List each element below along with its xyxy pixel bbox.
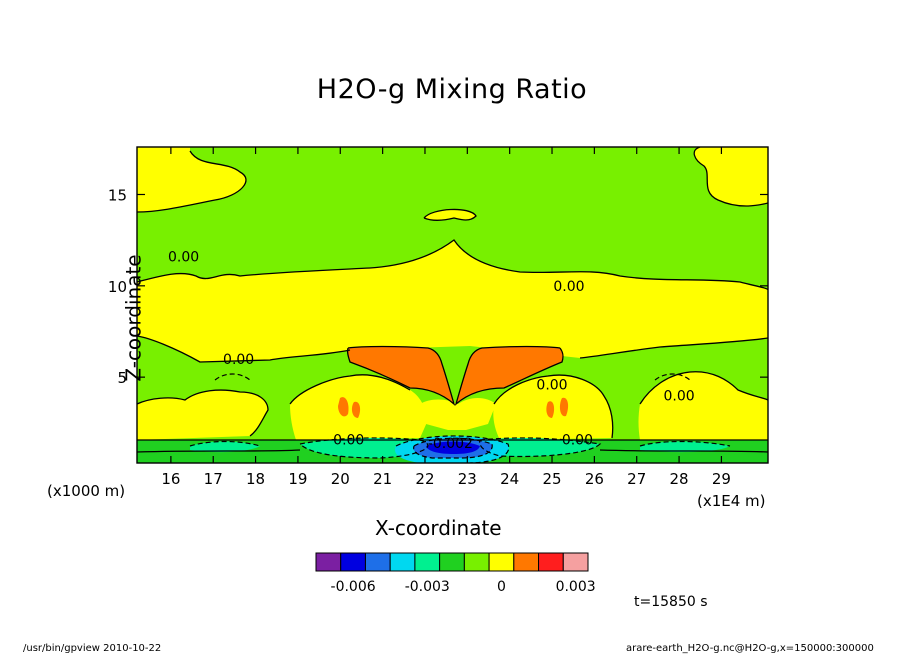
colorbar: -0.006 -0.003 0 0.003 xyxy=(315,552,596,595)
contour-solid-2 xyxy=(693,147,768,207)
contour-label-3: 0.00 xyxy=(223,352,254,368)
x-tick-label-26: 26 xyxy=(585,470,604,488)
colorbar-label-4: 0.003 xyxy=(556,579,596,595)
region-orange-blob-1 xyxy=(338,397,349,417)
colorbar-label-2: -0.003 xyxy=(405,579,450,595)
y-tick-label-5: 5 xyxy=(117,369,127,387)
colorbar-swatch-7 xyxy=(463,552,490,572)
contour-solid-14 xyxy=(137,449,301,453)
x-tick-label-27: 27 xyxy=(627,470,646,488)
x-tick-label-23: 23 xyxy=(458,470,477,488)
x-tick-label-21: 21 xyxy=(373,470,392,488)
contour-solid-1 xyxy=(137,150,247,213)
region-top-right xyxy=(694,147,768,207)
colorbar-label-3: 0 xyxy=(497,579,506,595)
contour-solid-10 xyxy=(289,374,411,405)
region-central-band xyxy=(137,240,768,362)
y-scale-note: (x1000 m) xyxy=(47,482,126,500)
x-tick-label-28: 28 xyxy=(670,470,689,488)
contour-solid-6 xyxy=(579,337,768,359)
y-tick-label-15: 15 xyxy=(108,186,127,204)
region-orange-right xyxy=(456,346,564,404)
colorbar-label-1: -0.006 xyxy=(331,579,376,595)
x-tick-label-24: 24 xyxy=(500,470,519,488)
x-scale-note: (x1E4 m) xyxy=(697,492,766,510)
colorbar-swatch-6 xyxy=(439,552,465,572)
footer-left: /usr/bin/gpview 2010-10-22 xyxy=(23,643,162,654)
contour-solid-3 xyxy=(423,208,477,221)
contour-solid-12 xyxy=(639,371,768,405)
region-center-wedge xyxy=(420,398,496,430)
region-teal-1 xyxy=(190,441,260,453)
colorbar-swatch-5 xyxy=(414,552,441,572)
plot-frame xyxy=(136,146,769,464)
contour-dashed-6 xyxy=(639,440,731,447)
region-top-left xyxy=(137,147,246,212)
region-lower-right xyxy=(638,371,768,440)
y-axis: 5 10 15 xyxy=(108,186,768,387)
contour-dashed-3 xyxy=(395,435,510,463)
contour-dashed-5 xyxy=(189,440,261,447)
x-tick-label-16: 16 xyxy=(161,470,180,488)
time-label: t=15850 s xyxy=(634,594,708,610)
footer-right: arare-earth_H2O-g.nc@H2O-g,x=150000:3000… xyxy=(626,643,874,654)
contour-dashed-2 xyxy=(479,437,602,458)
colorbar-swatch-10 xyxy=(538,552,564,572)
x-tick-label-22: 22 xyxy=(415,470,434,488)
contour-solid-7 xyxy=(346,345,456,406)
region-top-center xyxy=(424,209,476,221)
colorbar-swatch-9 xyxy=(513,552,540,572)
contour-lines xyxy=(137,147,768,463)
colorbar-swatch-2 xyxy=(340,552,366,572)
contour-solid-9 xyxy=(137,389,269,437)
contour-label-2: 0.00 xyxy=(553,279,584,295)
contour-label-1: 0.00 xyxy=(168,250,199,266)
contour-dashed-8 xyxy=(654,373,691,381)
x-tick-label-17: 17 xyxy=(204,470,223,488)
colorbar-swatch-4 xyxy=(389,552,416,572)
contour-label-4: 0.00 xyxy=(536,377,567,393)
contour-dashed-7 xyxy=(214,373,251,381)
contour-label-6: 0.00 xyxy=(333,432,364,448)
contour-field xyxy=(137,147,768,463)
region-orange-blob-3 xyxy=(546,401,555,418)
y-tick-label-10: 10 xyxy=(108,278,127,296)
chart-title: H2O-g Mixing Ratio xyxy=(316,74,588,105)
colorbar-swatch-11 xyxy=(562,552,589,572)
region-teal-3 xyxy=(479,437,600,457)
x-tick-label-20: 20 xyxy=(331,470,350,488)
contour-dashed-1 xyxy=(299,437,429,459)
region-orange-blob-4 xyxy=(559,397,569,417)
y-axis-title: Z-coordinate xyxy=(121,254,146,382)
contour-label-7: 0.00 xyxy=(562,432,593,448)
colorbar-swatch-1 xyxy=(315,552,342,572)
contour-solid-15 xyxy=(599,449,768,453)
region-lower-left xyxy=(137,390,268,440)
contour-dashed-4 xyxy=(413,437,493,459)
x-tick-label-29: 29 xyxy=(712,470,731,488)
x-tick-label-18: 18 xyxy=(246,470,265,488)
x-tick-label-19: 19 xyxy=(288,470,307,488)
region-teal-4 xyxy=(640,441,730,453)
colorbar-swatch-3 xyxy=(364,552,391,572)
contour-labels: 0.00 0.00 0.00 0.00 0.00 0.00 0.00 -0.002 xyxy=(168,250,695,452)
contour-solid-5 xyxy=(137,335,351,363)
region-navy-core xyxy=(426,441,480,454)
contour-label-5: 0.00 xyxy=(663,388,694,404)
colorbar-swatch-8 xyxy=(488,552,515,572)
x-tick-label-25: 25 xyxy=(542,470,561,488)
region-orange-blob-2 xyxy=(351,401,361,418)
x-axis-title: X-coordinate xyxy=(375,516,502,540)
contour-solid-11 xyxy=(493,374,614,439)
x-axis: 16 17 18 19 20 21 22 23 24 25 26 27 28 29 xyxy=(161,147,731,488)
contour-solid-8 xyxy=(454,345,564,406)
contour-label-8: -0.002 xyxy=(428,436,473,452)
contour-solid-4 xyxy=(137,239,768,291)
